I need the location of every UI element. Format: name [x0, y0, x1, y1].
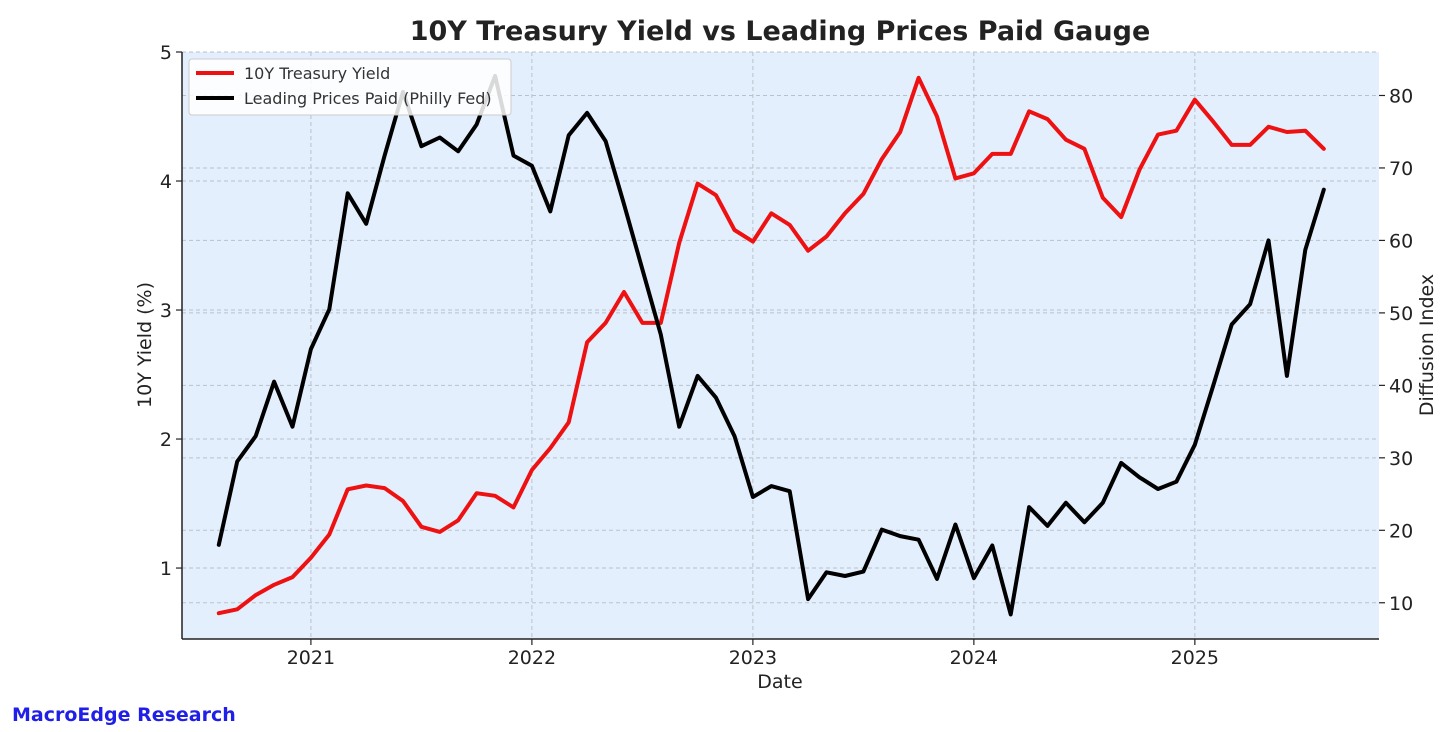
legend: 10Y Treasury Yield Leading Prices Paid (…: [188, 58, 512, 116]
y-right-ticks: 10 20 30 40 50 60 70 80: [1379, 85, 1413, 615]
y-right-tick-label: 80: [1389, 85, 1413, 107]
y-right-tick-label: 50: [1389, 303, 1413, 325]
y-right-tick-label: 20: [1389, 520, 1413, 542]
axes: [181, 52, 1379, 640]
y-right-axis-label: Diffusion Index: [1416, 274, 1438, 416]
y-right-tick-label: 60: [1389, 230, 1413, 252]
x-tick-label: 2024: [950, 647, 998, 669]
legend-box: [188, 58, 512, 116]
y-left-axis-label: 10Y Yield (%): [134, 282, 156, 408]
y-right-tick-label: 40: [1389, 375, 1413, 397]
y-right-tick-label: 70: [1389, 158, 1413, 180]
x-tick-label: 2021: [287, 647, 335, 669]
legend-label-prices-paid: Leading Prices Paid (Philly Fed): [244, 89, 492, 108]
legend-label-yield: 10Y Treasury Yield: [244, 64, 390, 83]
x-tick-label: 2025: [1171, 647, 1219, 669]
y-right-tick-label: 30: [1389, 448, 1413, 470]
plot-area: [182, 52, 1379, 639]
y-left-tick-label: 2: [160, 429, 172, 451]
y-right-tick-label: 10: [1389, 593, 1413, 615]
x-ticks: 2021 2022 2023 2024 2025: [287, 639, 1219, 669]
x-axis-label: Date: [757, 671, 802, 693]
brand-label: MacroEdge Research: [12, 704, 236, 726]
y-left-tick-label: 3: [160, 300, 172, 322]
y-left-ticks: 1 2 3 4 5: [160, 42, 182, 580]
y-left-tick-label: 1: [160, 558, 172, 580]
x-tick-label: 2023: [729, 647, 777, 669]
y-left-tick-label: 5: [160, 42, 172, 64]
x-tick-label: 2022: [508, 647, 556, 669]
series-line-treasury-yield: [216, 75, 1326, 616]
y-left-tick-label: 4: [160, 171, 172, 193]
chart-title: 10Y Treasury Yield vs Leading Prices Pai…: [410, 16, 1151, 47]
